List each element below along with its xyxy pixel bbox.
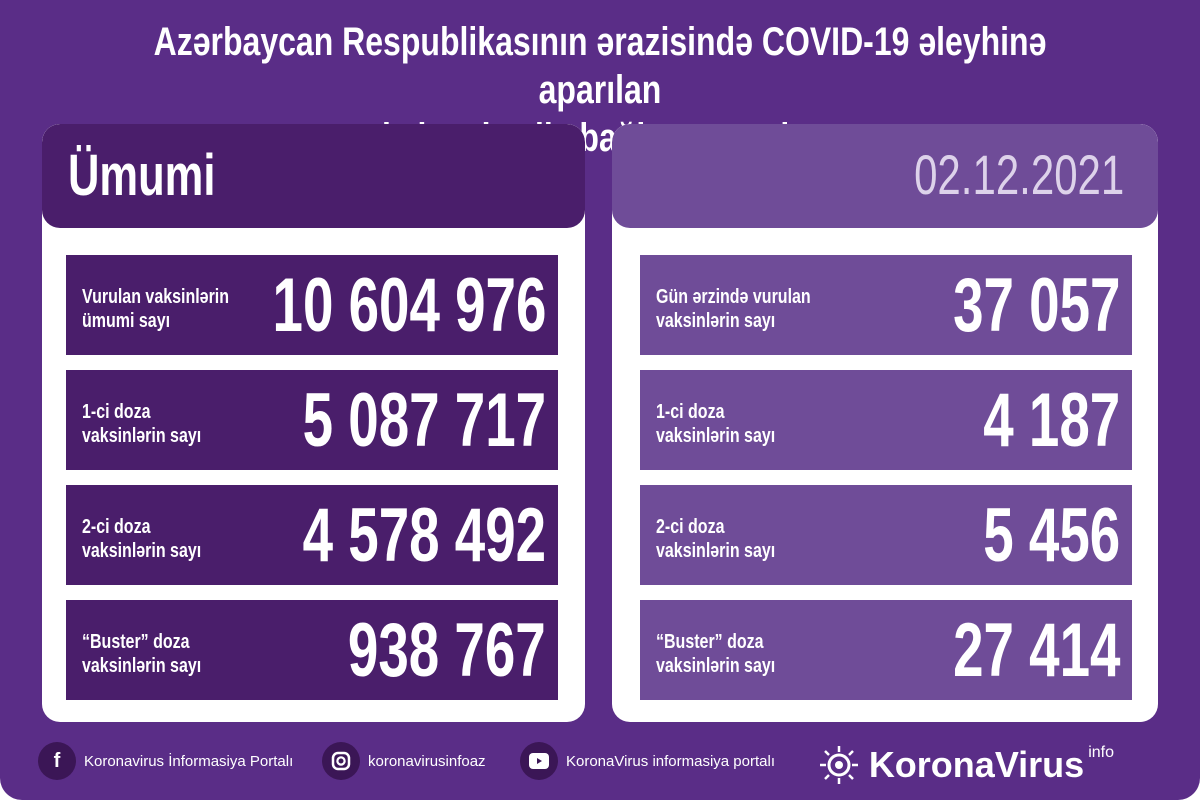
youtube-link[interactable]: KoronaVirus informasiya portalı bbox=[520, 742, 775, 780]
stat-label: 1-ci doza vaksinlərin sayı bbox=[82, 401, 202, 447]
stat-value: 4 187 bbox=[983, 378, 1120, 463]
stat-row: Gün ərzində vurulan vaksinlərin sayı 37 05… bbox=[640, 255, 1132, 355]
stat-value: 4 578 492 bbox=[302, 493, 546, 578]
stat-row: 1-ci doza vaksinlərin sayı 5 087 717 bbox=[66, 370, 558, 470]
stat-value: 938 767 bbox=[348, 608, 546, 693]
stat-row: 2-ci doza vaksinlərin sayı 4 578 492 bbox=[66, 485, 558, 585]
stat-row: Vurulan vaksinlərin ümumi sayı 10 604 976 bbox=[66, 255, 558, 355]
stat-label: “Buster” doza vaksinlərin sayı bbox=[82, 631, 202, 677]
stat-row: “Buster” doza vaksinlərin sayı 27 414 bbox=[640, 600, 1132, 700]
stat-value: 5 456 bbox=[983, 493, 1120, 578]
total-header: Ümumi bbox=[42, 124, 585, 228]
stat-value: 27 414 bbox=[952, 608, 1120, 693]
stat-label: “Buster” doza vaksinlərin sayı bbox=[656, 631, 776, 677]
instagram-icon bbox=[322, 742, 360, 780]
facebook-link[interactable]: f Koronavirus İnformasiya Portalı bbox=[38, 742, 293, 780]
instagram-link[interactable]: koronavirusinfoaz bbox=[322, 742, 486, 780]
stat-value: 10 604 976 bbox=[272, 263, 546, 348]
stat-label: 2-ci doza vaksinlərin sayı bbox=[82, 516, 202, 562]
total-card: Ümumi Vurulan vaksinlərin ümumi sayı 10 60… bbox=[42, 124, 585, 722]
stat-row: “Buster” doza vaksinlərin sayı 938 767 bbox=[66, 600, 558, 700]
date-header: 02.12.2021 bbox=[612, 124, 1158, 228]
footer: f Koronavirus İnformasiya Portalı korona… bbox=[0, 742, 1200, 782]
stat-value: 5 087 717 bbox=[302, 378, 546, 463]
title-line-1: Azərbaycan Respublikasının ərazisində CO… bbox=[153, 20, 1047, 112]
total-header-text: Ümumi bbox=[68, 143, 216, 208]
stat-label: Gün ərzində vurulan vaksinlərin sayı bbox=[656, 286, 811, 332]
date-text: 02.12.2021 bbox=[913, 143, 1124, 206]
stat-row: 2-ci doza vaksinlərin sayı 5 456 bbox=[640, 485, 1132, 585]
virus-logo-icon bbox=[819, 746, 858, 784]
youtube-icon bbox=[520, 742, 558, 780]
stat-label: Vurulan vaksinlərin ümumi sayı bbox=[82, 286, 230, 332]
stat-label: 1-ci doza vaksinlərin sayı bbox=[656, 401, 776, 447]
daily-card: 02.12.2021 Gün ərzində vurulan vaksinləri… bbox=[612, 124, 1158, 722]
stat-row: 1-ci doza vaksinlərin sayı 4 187 bbox=[640, 370, 1132, 470]
facebook-icon: f bbox=[38, 742, 76, 780]
stat-value: 37 057 bbox=[952, 263, 1120, 348]
stat-label: 2-ci doza vaksinlərin sayı bbox=[656, 516, 776, 562]
koronavirus-logo: KoronaVirus info bbox=[819, 744, 1114, 786]
